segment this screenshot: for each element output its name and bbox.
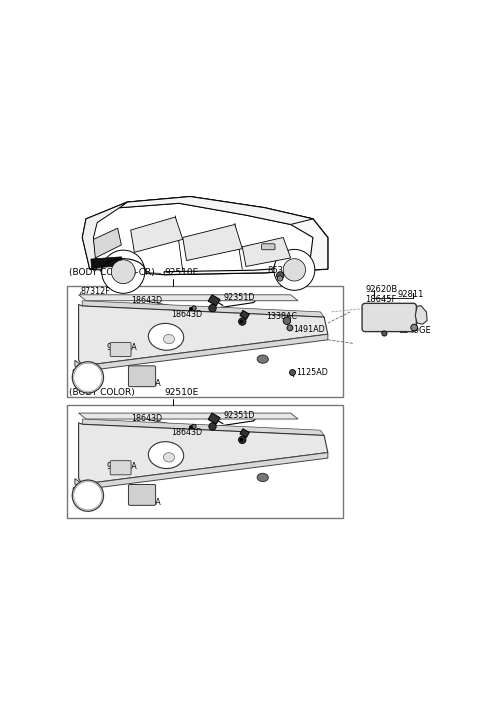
Text: 92811: 92811 <box>398 289 424 299</box>
Ellipse shape <box>257 355 268 363</box>
Circle shape <box>209 423 216 430</box>
Text: 18643D: 18643D <box>131 414 162 423</box>
Polygon shape <box>183 225 242 261</box>
Ellipse shape <box>163 335 175 344</box>
Bar <box>67 405 343 518</box>
Polygon shape <box>75 334 328 371</box>
Polygon shape <box>120 196 313 225</box>
Circle shape <box>72 480 104 511</box>
FancyBboxPatch shape <box>262 244 275 250</box>
Text: (BODY COLOR): (BODY COLOR) <box>69 388 135 397</box>
Circle shape <box>283 317 290 325</box>
Polygon shape <box>91 257 125 268</box>
Circle shape <box>276 272 284 279</box>
FancyBboxPatch shape <box>362 304 416 332</box>
Ellipse shape <box>148 323 184 350</box>
Polygon shape <box>83 301 324 317</box>
Circle shape <box>72 361 104 393</box>
Circle shape <box>287 325 293 331</box>
Text: 92351D: 92351D <box>224 411 255 420</box>
Text: 92510E: 92510E <box>164 388 198 397</box>
Polygon shape <box>240 311 249 319</box>
Circle shape <box>102 250 145 293</box>
Text: 86353S: 86353S <box>71 487 101 496</box>
Circle shape <box>239 318 246 325</box>
Text: 92333A: 92333A <box>107 344 137 352</box>
Text: 87312F: 87312F <box>81 287 110 296</box>
Polygon shape <box>242 237 290 266</box>
FancyBboxPatch shape <box>129 366 156 387</box>
FancyBboxPatch shape <box>110 461 131 475</box>
Circle shape <box>240 438 243 441</box>
Text: 18643D: 18643D <box>131 296 162 305</box>
Circle shape <box>239 436 246 443</box>
Polygon shape <box>79 423 328 484</box>
Polygon shape <box>208 413 220 424</box>
Polygon shape <box>240 429 249 438</box>
Text: 92510E: 92510E <box>164 268 198 277</box>
Polygon shape <box>83 202 127 269</box>
Polygon shape <box>83 196 328 275</box>
Ellipse shape <box>163 453 175 462</box>
Circle shape <box>274 249 315 290</box>
Polygon shape <box>415 306 427 324</box>
Circle shape <box>190 426 192 429</box>
Circle shape <box>111 260 135 284</box>
Circle shape <box>289 369 296 376</box>
Polygon shape <box>83 419 324 436</box>
Text: 86353S: 86353S <box>71 369 101 378</box>
Text: 1249GE: 1249GE <box>398 326 431 335</box>
Polygon shape <box>94 228 121 258</box>
Text: 1491AD: 1491AD <box>294 325 325 334</box>
Circle shape <box>209 304 216 312</box>
Polygon shape <box>75 453 328 490</box>
Text: 92333A: 92333A <box>107 462 137 471</box>
Circle shape <box>382 331 387 336</box>
Polygon shape <box>208 294 220 306</box>
Text: 18643D: 18643D <box>172 428 203 437</box>
Text: 92334A: 92334A <box>131 498 161 507</box>
Polygon shape <box>120 196 328 275</box>
Text: 92334A: 92334A <box>131 379 161 388</box>
Circle shape <box>240 320 243 323</box>
Text: (BODY COLOR+CR): (BODY COLOR+CR) <box>69 268 155 277</box>
Text: 92351D: 92351D <box>224 292 255 301</box>
Polygon shape <box>79 295 298 301</box>
Text: 18645F: 18645F <box>365 296 396 304</box>
Text: 1125AD: 1125AD <box>296 368 328 377</box>
Circle shape <box>192 306 196 311</box>
FancyBboxPatch shape <box>129 484 156 505</box>
Polygon shape <box>79 304 328 366</box>
Polygon shape <box>131 217 183 252</box>
Bar <box>67 286 343 397</box>
Ellipse shape <box>148 442 184 469</box>
Circle shape <box>411 324 418 331</box>
Text: 18643D: 18643D <box>172 310 203 318</box>
Circle shape <box>192 424 196 429</box>
Ellipse shape <box>257 473 268 481</box>
Circle shape <box>190 307 192 311</box>
Text: 85316: 85316 <box>267 266 294 275</box>
Polygon shape <box>79 413 298 419</box>
FancyBboxPatch shape <box>110 342 131 357</box>
Circle shape <box>283 258 306 281</box>
Text: 92620B: 92620B <box>365 285 397 294</box>
Text: 1338AC: 1338AC <box>266 312 298 321</box>
